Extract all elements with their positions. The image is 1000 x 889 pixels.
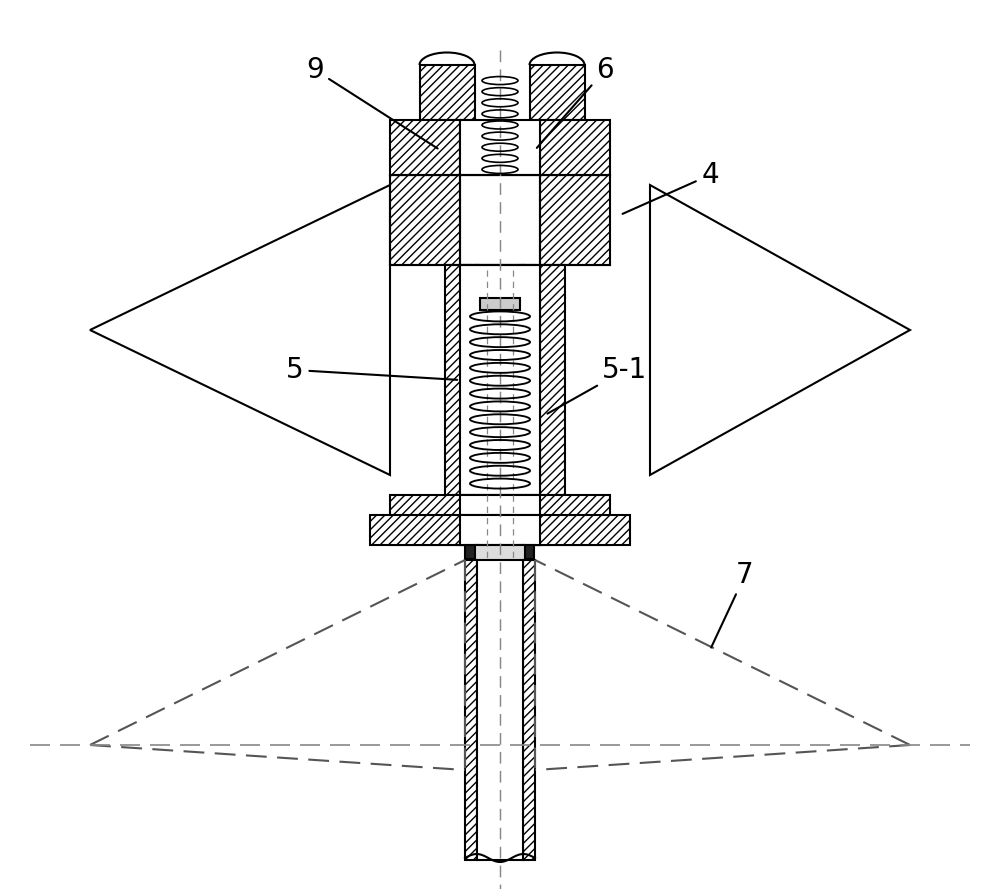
Bar — [370, 515, 630, 545]
Text: 5-1: 5-1 — [547, 356, 648, 413]
Bar — [460, 120, 540, 175]
Bar — [520, 545, 534, 559]
Text: 9: 9 — [306, 56, 438, 148]
Bar — [483, 570, 517, 585]
Bar — [465, 545, 479, 559]
Bar — [460, 515, 540, 545]
Bar — [475, 545, 525, 570]
Bar — [390, 495, 610, 545]
Text: 7: 7 — [711, 561, 754, 647]
Bar — [530, 65, 585, 120]
Text: 6: 6 — [537, 56, 614, 148]
Bar — [465, 265, 479, 279]
Bar — [477, 560, 523, 860]
Bar — [390, 120, 460, 175]
Bar — [520, 265, 534, 279]
Text: 5: 5 — [286, 356, 457, 384]
Bar — [483, 290, 517, 305]
Bar — [460, 175, 540, 265]
Bar — [465, 560, 477, 860]
Bar — [523, 560, 535, 860]
Bar — [460, 265, 540, 495]
Bar — [480, 298, 520, 310]
Bar — [475, 265, 525, 290]
Bar — [460, 495, 540, 545]
Bar — [445, 265, 470, 495]
Bar — [390, 175, 610, 265]
Bar — [540, 265, 565, 495]
Bar — [540, 120, 610, 175]
Text: 4: 4 — [623, 161, 719, 214]
Bar — [420, 65, 475, 120]
